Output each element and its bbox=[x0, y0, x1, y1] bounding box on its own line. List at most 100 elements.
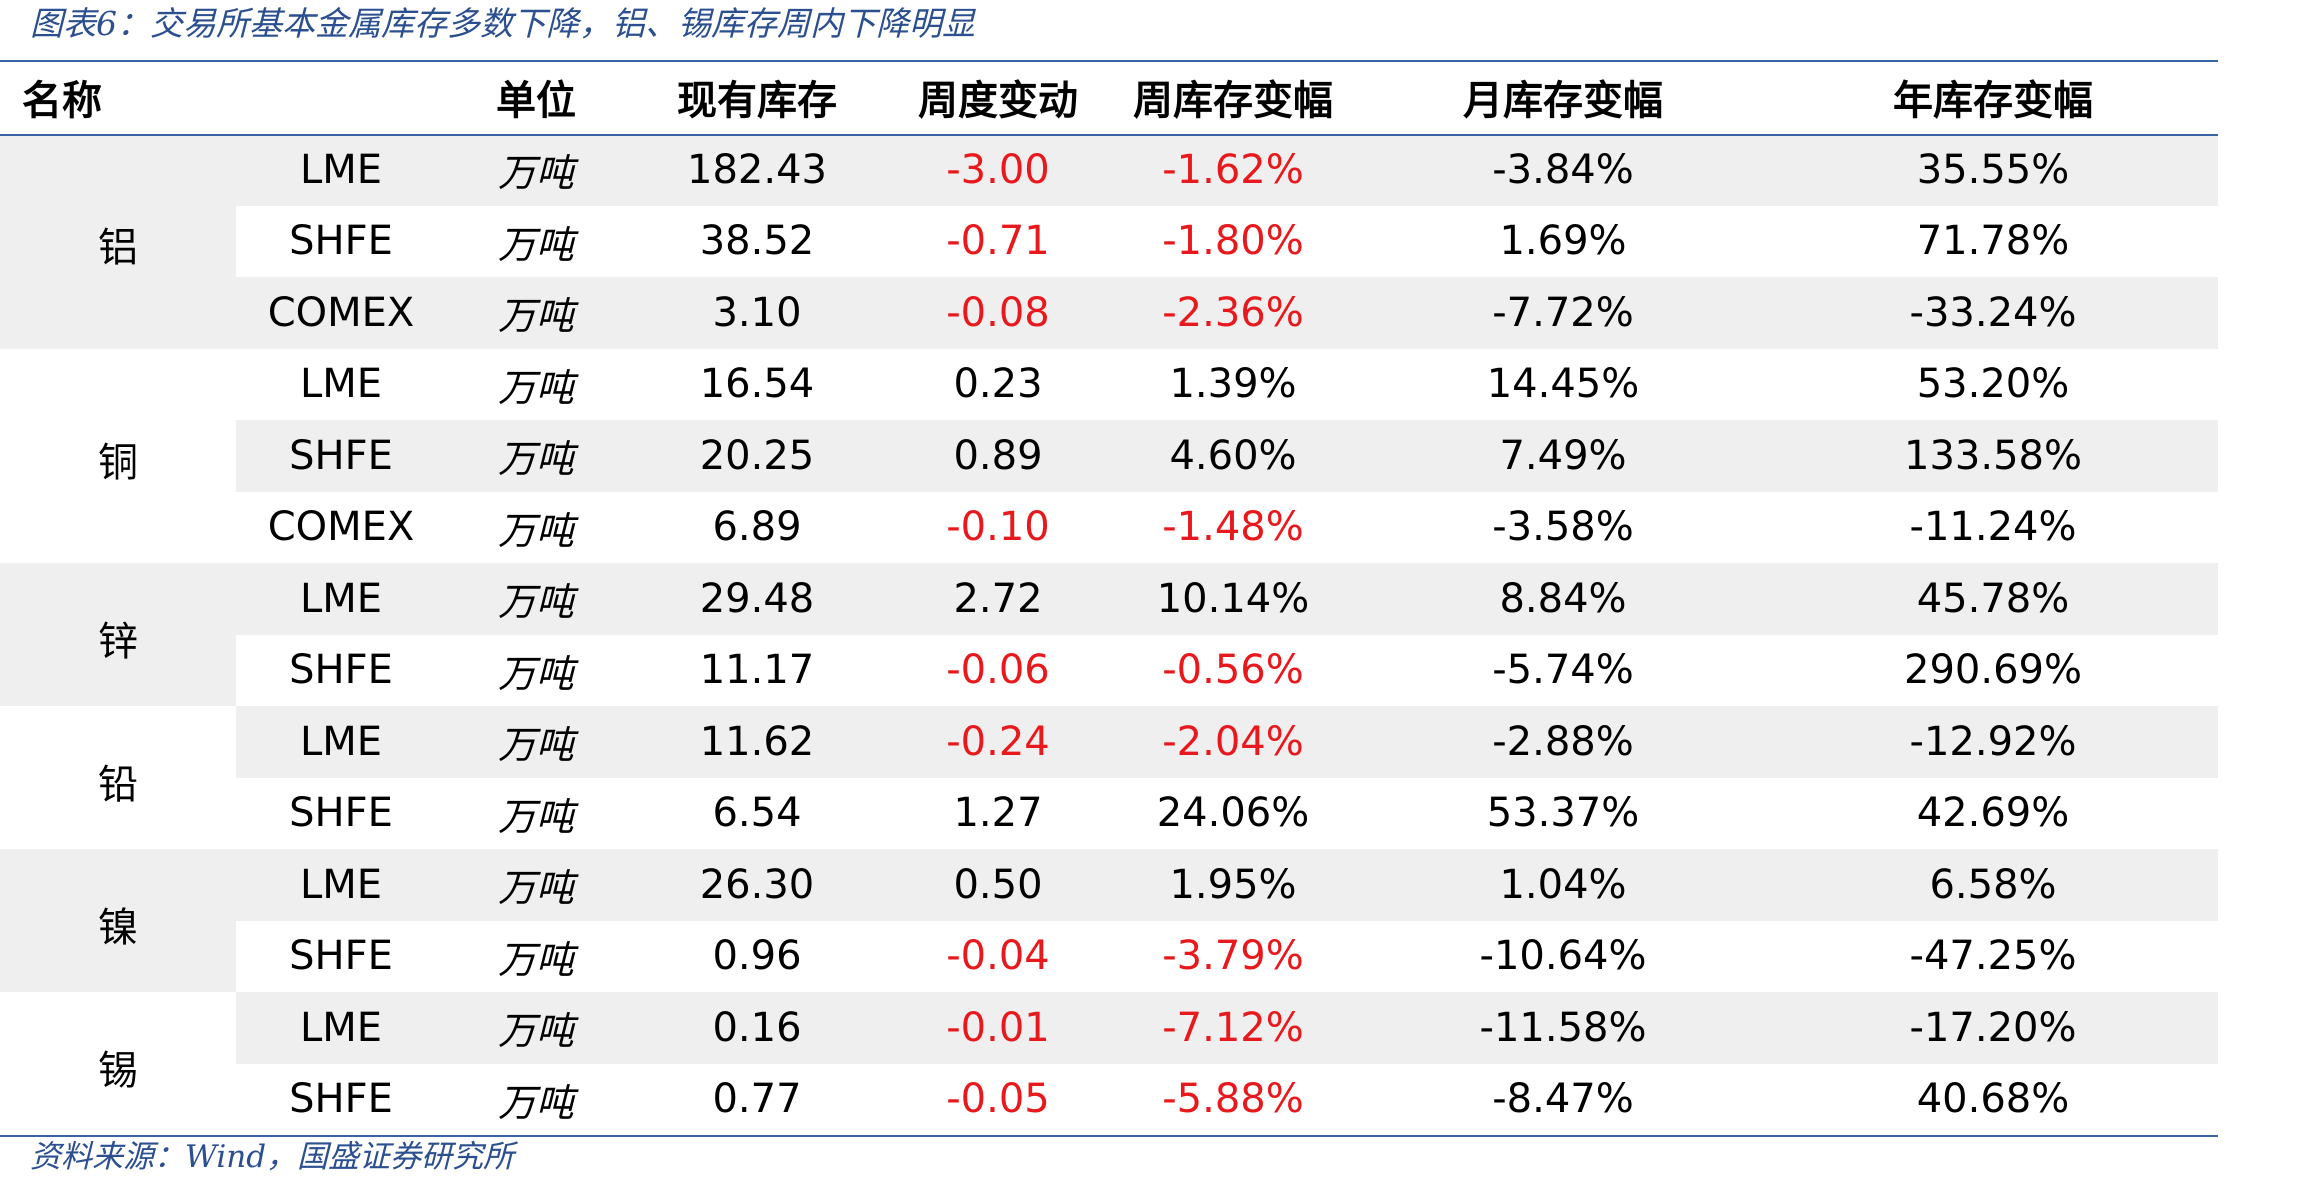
week-change-cell: 2.72 bbox=[888, 563, 1108, 635]
month-pct-cell: -3.58% bbox=[1492, 504, 1634, 551]
week-change-cell: -3.00 bbox=[888, 134, 1108, 206]
source-note: 资料来源：Wind，国盛证券研究所 bbox=[30, 1139, 515, 1175]
month-pct-cell: -10.64% bbox=[1479, 933, 1647, 980]
header-row: 名称 单位 现有库存 周度变动 周库存变幅 月库存变幅 年库存变幅 bbox=[0, 60, 2218, 134]
stock-cell: 0.16 bbox=[626, 992, 888, 1064]
table-row: SHFE 万吨 38.52 -0.71 -1.80% 1.69% 71.78% bbox=[0, 206, 2218, 278]
bottom-rule bbox=[0, 1135, 2218, 1137]
unit-cell: 万吨 bbox=[497, 1080, 574, 1125]
table-row: SHFE 万吨 0.77 -0.05 -5.88% -8.47% 40.68% bbox=[0, 1064, 2218, 1136]
stock-cell: 6.54 bbox=[712, 790, 802, 837]
week-pct-cell: 10.14% bbox=[1108, 563, 1358, 635]
week-change-cell: -0.08 bbox=[888, 277, 1108, 349]
metal-name-cell: 锡 bbox=[98, 1047, 138, 1094]
year-pct-cell: 71.78% bbox=[1916, 218, 2070, 265]
unit-cell: 万吨 bbox=[497, 937, 574, 982]
exchange-cell: LME bbox=[236, 706, 446, 778]
table-row: 铜 LME 万吨 16.54 0.23 1.39% 14.45% 53.20% bbox=[0, 349, 2218, 486]
metal-name-cell: 锌 bbox=[0, 563, 236, 706]
month-pct-cell: 14.45% bbox=[1486, 361, 1640, 408]
unit-cell: 万吨 bbox=[446, 849, 626, 921]
year-pct-cell: -17.20% bbox=[1768, 992, 2218, 1064]
week-pct-cell: 1.39% bbox=[1169, 361, 1297, 408]
stock-cell: 29.48 bbox=[626, 563, 888, 635]
month-pct-cell: -11.58% bbox=[1358, 992, 1768, 1064]
inventory-table-container: 名称 单位 现有库存 周度变动 周库存变幅 月库存变幅 年库存变幅 铝 LME 万吨… bbox=[0, 60, 2218, 1135]
stock-cell: 0.96 bbox=[712, 933, 802, 980]
stock-cell: 182.43 bbox=[626, 134, 888, 206]
month-pct-cell: 1.04% bbox=[1358, 849, 1768, 921]
unit-cell: 万吨 bbox=[497, 651, 574, 696]
unit-cell: 万吨 bbox=[446, 706, 626, 778]
exchange-cell: SHFE bbox=[236, 420, 446, 492]
header-unit: 单位 bbox=[496, 78, 576, 124]
week-pct-cell: -0.56% bbox=[1162, 647, 1304, 694]
week-change-cell: -0.71 bbox=[946, 218, 1050, 265]
metal-name-cell: 镍 bbox=[0, 849, 236, 992]
month-pct-cell: -5.74% bbox=[1492, 647, 1634, 694]
week-change-cell: -0.06 bbox=[946, 647, 1050, 694]
table-row: 镍 LME 万吨 26.30 0.50 1.95% 1.04% 6.58% bbox=[0, 849, 2218, 992]
week-pct-cell: -1.62% bbox=[1108, 134, 1358, 206]
month-pct-cell: -3.84% bbox=[1358, 134, 1768, 206]
exchange-cell: LME bbox=[236, 134, 446, 206]
metal-name-cell: 铅 bbox=[98, 761, 138, 808]
header-week-change: 周度变动 bbox=[918, 78, 1078, 124]
table-row: 锡 LME 万吨 0.16 -0.01 -7.12% -11.58% -17.20% bbox=[0, 992, 2218, 1094]
stock-cell: 38.52 bbox=[699, 218, 815, 265]
table-row: 锌 LME 万吨 29.48 2.72 10.14% 8.84% 45.78% bbox=[0, 563, 2218, 706]
year-pct-cell: -11.24% bbox=[1909, 504, 2077, 551]
figure-caption: 图表6：交易所基本金属库存多数下降，铝、锡库存周内下降明显 bbox=[30, 4, 975, 43]
week-change-cell: -0.01 bbox=[888, 992, 1108, 1064]
exchange-cell: SHFE bbox=[289, 218, 393, 265]
unit-cell: 万吨 bbox=[497, 222, 574, 267]
year-pct-cell: 42.69% bbox=[1916, 790, 2070, 837]
week-change-cell: -0.10 bbox=[946, 504, 1050, 551]
stock-cell: 16.54 bbox=[699, 361, 815, 408]
stock-cell: 3.10 bbox=[626, 277, 888, 349]
year-pct-cell: 40.68% bbox=[1916, 1076, 2070, 1123]
stock-cell: 11.17 bbox=[699, 647, 815, 694]
week-pct-cell: -3.79% bbox=[1162, 933, 1304, 980]
month-pct-cell: 1.69% bbox=[1499, 218, 1627, 265]
stock-cell: 26.30 bbox=[626, 849, 888, 921]
metal-name-cell: 铝 bbox=[0, 134, 236, 349]
year-pct-cell: -12.92% bbox=[1768, 706, 2218, 778]
month-pct-cell: -7.72% bbox=[1358, 277, 1768, 349]
week-pct-cell: -2.04% bbox=[1108, 706, 1358, 778]
exchange-cell: LME bbox=[299, 361, 383, 408]
table-row: COMEX 万吨 3.10 -0.08 -2.36% -7.72% -33.24% bbox=[0, 277, 2218, 349]
header-name: 名称 bbox=[22, 78, 102, 124]
week-pct-cell: 4.60% bbox=[1108, 420, 1358, 492]
header-month-pct: 月库存变幅 bbox=[1463, 78, 1663, 124]
stock-cell: 0.77 bbox=[712, 1076, 802, 1123]
exchange-cell: COMEX bbox=[236, 277, 446, 349]
exchange-cell: SHFE bbox=[289, 933, 393, 980]
year-pct-cell: 290.69% bbox=[1904, 647, 2082, 694]
week-change-cell: 0.23 bbox=[953, 361, 1043, 408]
header-stock: 现有库存 bbox=[677, 78, 837, 124]
exchange-cell: SHFE bbox=[289, 1076, 393, 1123]
year-pct-cell: 6.58% bbox=[1768, 849, 2218, 921]
stock-cell: 11.62 bbox=[626, 706, 888, 778]
header-year-pct: 年库存变幅 bbox=[1893, 78, 2093, 124]
table-body: 铝 LME 万吨 182.43 -3.00 -1.62% -3.84% 35.55% SHFE 万… bbox=[0, 134, 2218, 1135]
top-rule bbox=[0, 60, 2218, 62]
year-pct-cell: 133.58% bbox=[1768, 420, 2218, 492]
week-pct-cell: 24.06% bbox=[1156, 790, 1310, 837]
week-change-cell: 0.50 bbox=[888, 849, 1108, 921]
unit-cell: 万吨 bbox=[497, 365, 574, 410]
week-change-cell: 0.89 bbox=[888, 420, 1108, 492]
exchange-cell: LME bbox=[236, 563, 446, 635]
exchange-cell: COMEX bbox=[267, 504, 415, 551]
month-pct-cell: 53.37% bbox=[1486, 790, 1640, 837]
month-pct-cell: -8.47% bbox=[1492, 1076, 1634, 1123]
week-change-cell: -0.04 bbox=[946, 933, 1050, 980]
week-change-cell: 1.27 bbox=[953, 790, 1043, 837]
week-change-cell: -0.05 bbox=[946, 1076, 1050, 1123]
year-pct-cell: -33.24% bbox=[1768, 277, 2218, 349]
unit-cell: 万吨 bbox=[497, 794, 574, 839]
table-row: SHFE 万吨 0.96 -0.04 -3.79% -10.64% -47.25% bbox=[0, 921, 2218, 993]
exchange-cell: LME bbox=[236, 992, 446, 1064]
inventory-table: 名称 单位 现有库存 周度变动 周库存变幅 月库存变幅 年库存变幅 铝 LME 万吨… bbox=[0, 60, 2218, 1135]
